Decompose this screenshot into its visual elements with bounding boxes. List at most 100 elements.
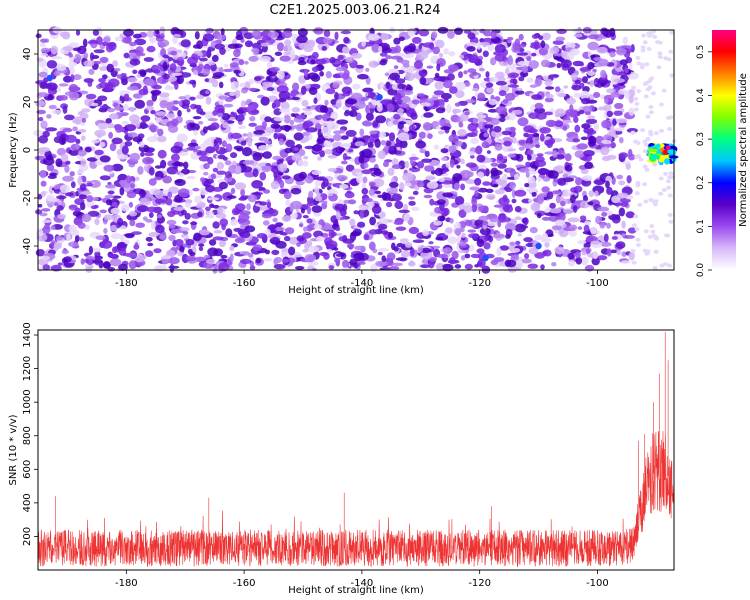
heatmap-cell [464, 219, 473, 227]
heatmap-cell [94, 250, 101, 259]
heatmap-cell [212, 167, 219, 173]
heatmap-cell [283, 235, 291, 242]
heatmap-cell [240, 188, 246, 197]
heatmap-cell [505, 234, 511, 239]
heatmap-cell [97, 122, 109, 131]
heatmap-cell [497, 163, 507, 169]
heatmap-cell [408, 226, 420, 235]
heatmap-cell [37, 92, 49, 98]
heatmap-cell [239, 230, 251, 239]
heatmap-cell [112, 60, 118, 67]
heatmap-cell [193, 129, 199, 136]
heatmap-cell [669, 73, 675, 78]
heatmap-cell [307, 245, 320, 253]
heatmap-cell [99, 105, 110, 109]
heatmap-cell [218, 239, 226, 248]
heatmap-cell [562, 208, 574, 214]
heatmap-cell [370, 99, 377, 104]
heatmap-cell [81, 108, 91, 113]
heatmap-cell [653, 249, 659, 254]
heatmap-cell [652, 162, 658, 167]
heatmap-cell [436, 63, 441, 72]
heatmap-cell [596, 46, 608, 54]
heatmap-cell [579, 215, 587, 221]
heatmap-cell [476, 238, 485, 248]
heatmap-cell [541, 232, 549, 241]
heatmap-cell [336, 175, 348, 181]
heatmap-cell [412, 190, 419, 196]
heatmap-cell [387, 231, 394, 239]
heatmap-cell [455, 140, 463, 147]
heatmap-cell [668, 219, 674, 224]
heatmap-cell [220, 28, 225, 36]
heatmap-cell [477, 92, 486, 102]
heatmap-cell [317, 156, 322, 161]
heatmap-cell [48, 104, 57, 110]
heatmap-cell [99, 141, 106, 148]
heatmap-cell [591, 257, 600, 266]
heatmap-cell [533, 41, 540, 50]
heatmap-cell [587, 71, 596, 76]
heatmap-cell [332, 130, 343, 135]
heatmap-cell [617, 192, 629, 198]
heatmap-cell [528, 112, 540, 119]
heatmap-cell [471, 197, 478, 206]
heatmap-cell [557, 177, 567, 186]
heatmap-cell [249, 116, 256, 122]
heatmap-cell [110, 224, 117, 232]
heatmap-cell [568, 259, 576, 267]
heatmap-cell [380, 99, 389, 105]
heatmap-cell [642, 149, 648, 154]
heatmap-cell [93, 49, 105, 54]
heatmap-cell [628, 148, 633, 158]
heatmap-cell [162, 175, 173, 184]
heatmap-cell [129, 41, 137, 47]
heatmap-cell [306, 201, 315, 207]
heatmap-cell [152, 69, 161, 74]
heatmap-cell [306, 205, 312, 215]
heatmap-cell [38, 149, 46, 155]
heatmap-cell [361, 40, 367, 47]
heatmap-cell [184, 202, 192, 208]
snr-series-line [38, 331, 674, 568]
heatmap-cell [611, 195, 621, 204]
heatmap-cell [485, 117, 492, 122]
y-tick-label: 1200 [22, 356, 33, 381]
heatmap-cell [214, 104, 225, 113]
heatmap-cell [412, 239, 425, 243]
heatmap-cell [464, 263, 473, 270]
heatmap-cell [389, 181, 399, 188]
heatmap-cell [573, 33, 583, 38]
heatmap-cell [433, 90, 445, 96]
heatmap-cell [590, 240, 600, 245]
heatmap-cell [247, 138, 253, 147]
heatmap-cell [303, 120, 313, 128]
x-tick-label: -100 [586, 278, 609, 289]
heatmap-cell [271, 249, 280, 256]
heatmap-cell [195, 94, 205, 100]
heatmap-cell [447, 73, 455, 81]
heatmap-cell [504, 115, 510, 120]
heatmap-cell [497, 139, 505, 144]
heatmap-cell [420, 102, 431, 107]
heatmap-cell [466, 42, 478, 46]
heatmap-cell [203, 163, 210, 170]
heatmap-cell [199, 143, 206, 152]
heatmap-cell [90, 205, 98, 210]
heatmap-cell [641, 33, 647, 38]
heatmap-cell [230, 218, 238, 226]
heatmap-cell [316, 235, 324, 242]
heatmap-cell [527, 263, 539, 269]
heatmap-cell [610, 92, 616, 99]
heatmap-cell [129, 58, 141, 66]
heatmap-cell [619, 59, 628, 66]
heatmap-cell [263, 209, 276, 214]
heatmap-cell [490, 57, 497, 66]
heatmap-cell [428, 241, 434, 245]
x-tick-label: -180 [115, 578, 138, 589]
heatmap-cell [490, 162, 499, 167]
heatmap-cell [454, 27, 463, 35]
heatmap-cell [304, 242, 310, 250]
heatmap-cell [56, 64, 67, 71]
heatmap-cell [404, 182, 412, 187]
